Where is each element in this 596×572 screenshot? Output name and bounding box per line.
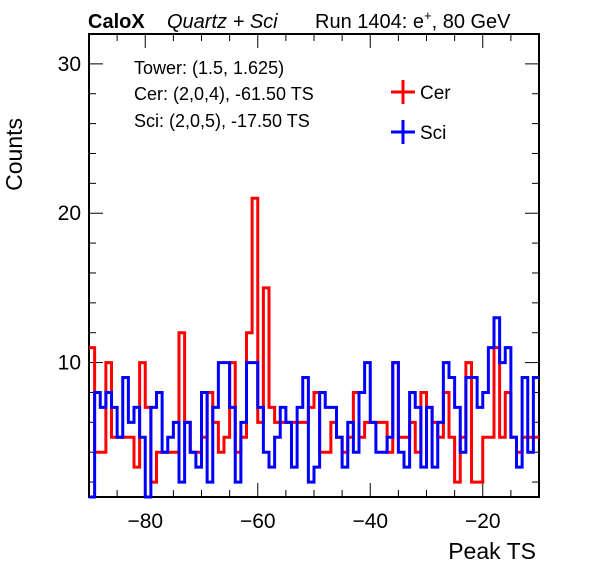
y-tick-label: 10	[58, 352, 81, 375]
series-sci-step	[89, 316, 539, 499]
y-tick-label: 20	[58, 202, 81, 225]
y-axis-title: Counts	[1, 118, 27, 191]
brand-label: CaloX	[88, 11, 145, 33]
run-superscript: +	[424, 8, 432, 23]
info-tower: Tower: (1.5, 1.625)	[134, 58, 284, 78]
y-tick-label: 30	[58, 53, 81, 76]
legend-sci-label: Sci	[420, 123, 446, 144]
series-layer	[89, 196, 539, 499]
legend: Cer Sci	[391, 80, 451, 144]
x-tick-label: −60	[240, 510, 276, 533]
config-label: Quartz + Sci	[167, 11, 278, 33]
tick-labels: −80 −60 −40 −20 10 20 30	[58, 53, 501, 533]
x-axis-title: Peak TS	[448, 538, 536, 564]
axis-ticks	[88, 33, 540, 497]
legend-cer-label: Cer	[420, 83, 451, 104]
x-tick-label: −80	[127, 510, 163, 533]
x-tick-label: −20	[465, 510, 501, 533]
info-cer: Cer: (2,0,4), -61.50 TS	[134, 84, 314, 104]
run-suffix: , 80 GeV	[432, 11, 512, 33]
info-sci: Sci: (2,0,5), -17.50 TS	[134, 111, 310, 131]
run-label: Run 1404: e+, 80 GeV	[315, 8, 511, 33]
x-tick-label: −40	[352, 510, 388, 533]
series-cer-step	[89, 196, 539, 484]
run-prefix: Run 1404: e	[315, 11, 424, 33]
